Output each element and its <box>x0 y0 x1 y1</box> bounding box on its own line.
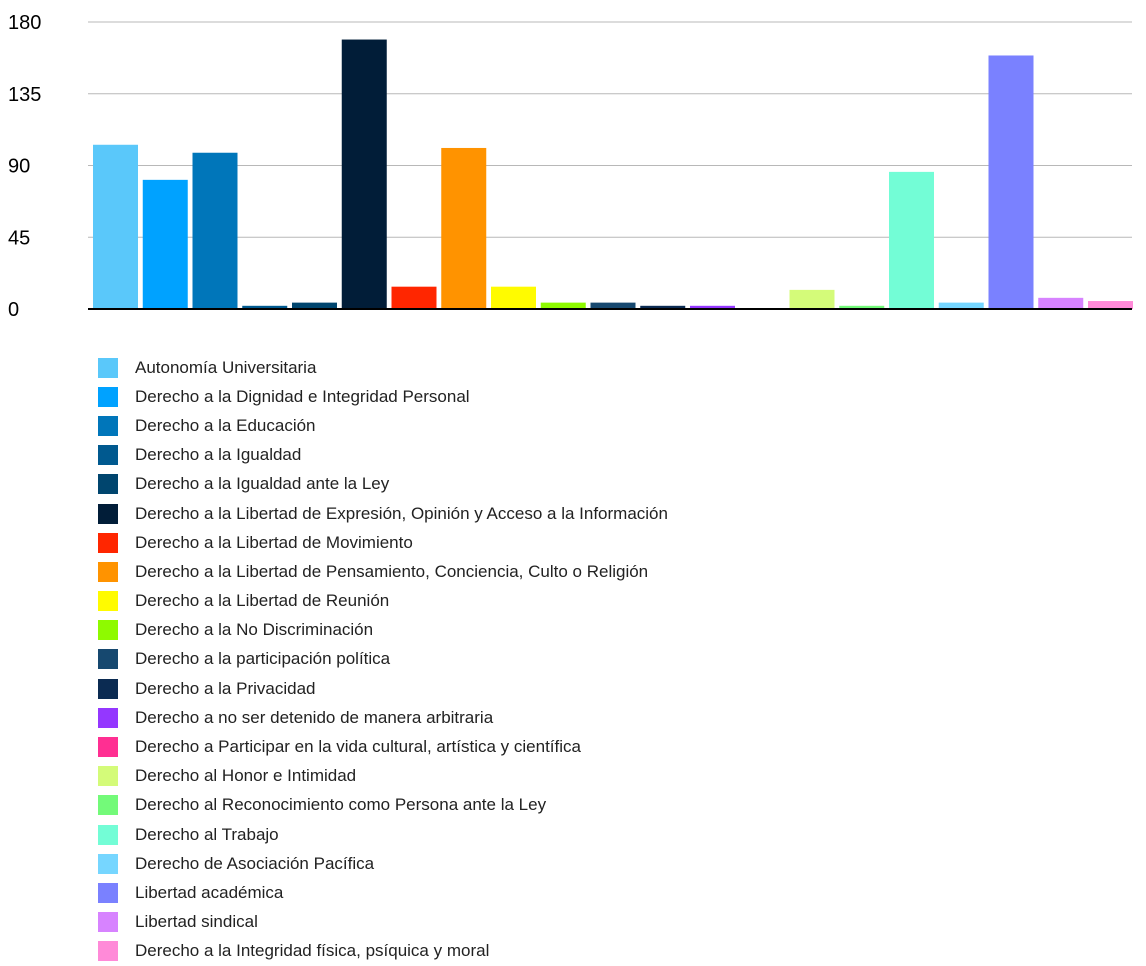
bar <box>142 179 188 309</box>
bar <box>192 152 238 309</box>
legend-item: Derecho a la participación política <box>98 645 668 674</box>
legend-label: Derecho a la No Discriminación <box>135 620 374 640</box>
legend-label: Derecho a la Privacidad <box>135 678 316 698</box>
legend-item: Derecho al Reconocimiento como Persona a… <box>98 791 668 820</box>
bar <box>1038 297 1084 309</box>
bar <box>540 302 586 309</box>
legend-swatch <box>98 766 118 787</box>
y-tick-label: 90 <box>8 156 30 178</box>
legend: Autonomía Universitaria Derecho a la Dign… <box>98 353 668 966</box>
legend-label: Derecho a la Libertad de Expresión, Opin… <box>135 503 668 523</box>
legend-swatch <box>98 474 118 495</box>
bar <box>341 39 387 309</box>
legend-swatch <box>98 532 118 553</box>
legend-swatch <box>98 649 118 670</box>
bar <box>242 305 288 309</box>
legend-swatch <box>98 912 118 933</box>
bar <box>789 289 835 309</box>
y-tick-label: 135 <box>8 84 41 106</box>
legend-item: Derecho a la Libertad de Expresión, Opin… <box>98 499 668 528</box>
legend-swatch <box>98 707 118 728</box>
legend-item: Autonomía Universitaria <box>98 353 668 382</box>
legend-label: Derecho a la Libertad de Movimiento <box>135 532 413 552</box>
legend-label: Derecho a la Igualdad ante la Ley <box>135 474 390 494</box>
gridlines <box>88 21 1132 238</box>
bar <box>292 302 337 309</box>
legend-label: Derecho a no ser detenido de manera arbi… <box>135 707 494 727</box>
bar <box>491 286 536 309</box>
bars <box>93 39 1133 310</box>
legend-swatch <box>98 824 118 845</box>
legend-swatch <box>98 561 118 582</box>
legend-item: Derecho a no ser detenido de manera arbi… <box>98 703 668 732</box>
legend-item: Libertad académica <box>98 878 668 907</box>
y-tick-label: 180 <box>8 12 41 34</box>
legend-label: Derecho a la Dignidad e Integridad Perso… <box>135 386 470 406</box>
legend-label: Derecho a la Libertad de Reunión <box>135 591 390 611</box>
legend-swatch <box>98 445 118 466</box>
bar <box>938 302 984 309</box>
legend-label: Derecho a la participación política <box>135 649 391 669</box>
legend-label: Libertad sindical <box>135 912 258 932</box>
legend-item: Libertad sindical <box>98 908 668 937</box>
legend-item: Derecho a la Igualdad ante la Ley <box>98 470 668 499</box>
legend-swatch <box>98 941 118 962</box>
bar <box>640 305 686 309</box>
legend-item: Derecho de Asociación Pacífica <box>98 849 668 878</box>
legend-item: Derecho a la Privacidad <box>98 674 668 703</box>
legend-swatch <box>98 620 118 641</box>
legend-swatch <box>98 678 118 699</box>
bar <box>93 144 138 309</box>
legend-swatch <box>98 357 118 378</box>
legend-label: Libertad académica <box>135 882 284 902</box>
legend-label: Derecho al Reconocimiento como Persona a… <box>135 795 547 815</box>
legend-item: Derecho a la Libertad de Movimiento <box>98 528 668 557</box>
legend-label: Derecho a la Igualdad <box>135 445 302 465</box>
legend-label: Derecho a Participar en la vida cultural… <box>135 737 581 757</box>
legend-item: Derecho a la Igualdad <box>98 441 668 470</box>
bar <box>839 305 885 309</box>
legend-item: Derecho a la No Discriminación <box>98 616 668 645</box>
legend-item: Derecho a la Libertad de Reunión <box>98 587 668 616</box>
legend-label: Derecho a la Educación <box>135 415 316 435</box>
bar <box>391 286 437 309</box>
y-tick-label: 0 <box>8 299 19 321</box>
legend-item: Derecho a Participar en la vida cultural… <box>98 732 668 761</box>
legend-swatch <box>98 795 118 816</box>
legend-swatch <box>98 591 118 612</box>
legend-swatch <box>98 415 118 436</box>
bar <box>988 55 1034 310</box>
y-axis-tick-labels: 0 45 90 135 180 <box>8 12 41 321</box>
legend-label: Derecho al Trabajo <box>135 824 279 844</box>
legend-swatch <box>98 853 118 874</box>
bar-chart: 0 45 90 135 180 <box>8 12 1133 321</box>
legend-label: Derecho a la Integridad física, psíquica… <box>135 941 490 961</box>
legend-swatch <box>98 386 118 407</box>
legend-swatch <box>98 882 118 903</box>
bar <box>690 305 735 309</box>
legend-label: Autonomía Universitaria <box>135 357 317 377</box>
bar <box>590 302 636 309</box>
bar <box>1088 301 1133 309</box>
legend-item: Derecho a la Dignidad e Integridad Perso… <box>98 382 668 411</box>
bar <box>441 147 487 309</box>
bar <box>889 171 934 309</box>
legend-label: Derecho de Asociación Pacífica <box>135 853 375 873</box>
legend-item: Derecho al Honor e Intimidad <box>98 762 668 791</box>
y-tick-label: 45 <box>8 227 30 249</box>
legend-label: Derecho a la Libertad de Pensamiento, Co… <box>135 561 649 581</box>
legend-item: Derecho a la Educación <box>98 411 668 440</box>
legend-swatch <box>98 503 118 524</box>
legend-swatch <box>98 737 118 758</box>
legend-item: Derecho al Trabajo <box>98 820 668 849</box>
legend-item: Derecho a la Integridad física, psíquica… <box>98 937 668 966</box>
legend-label: Derecho al Honor e Intimidad <box>135 766 357 786</box>
legend-item: Derecho a la Libertad de Pensamiento, Co… <box>98 557 668 586</box>
